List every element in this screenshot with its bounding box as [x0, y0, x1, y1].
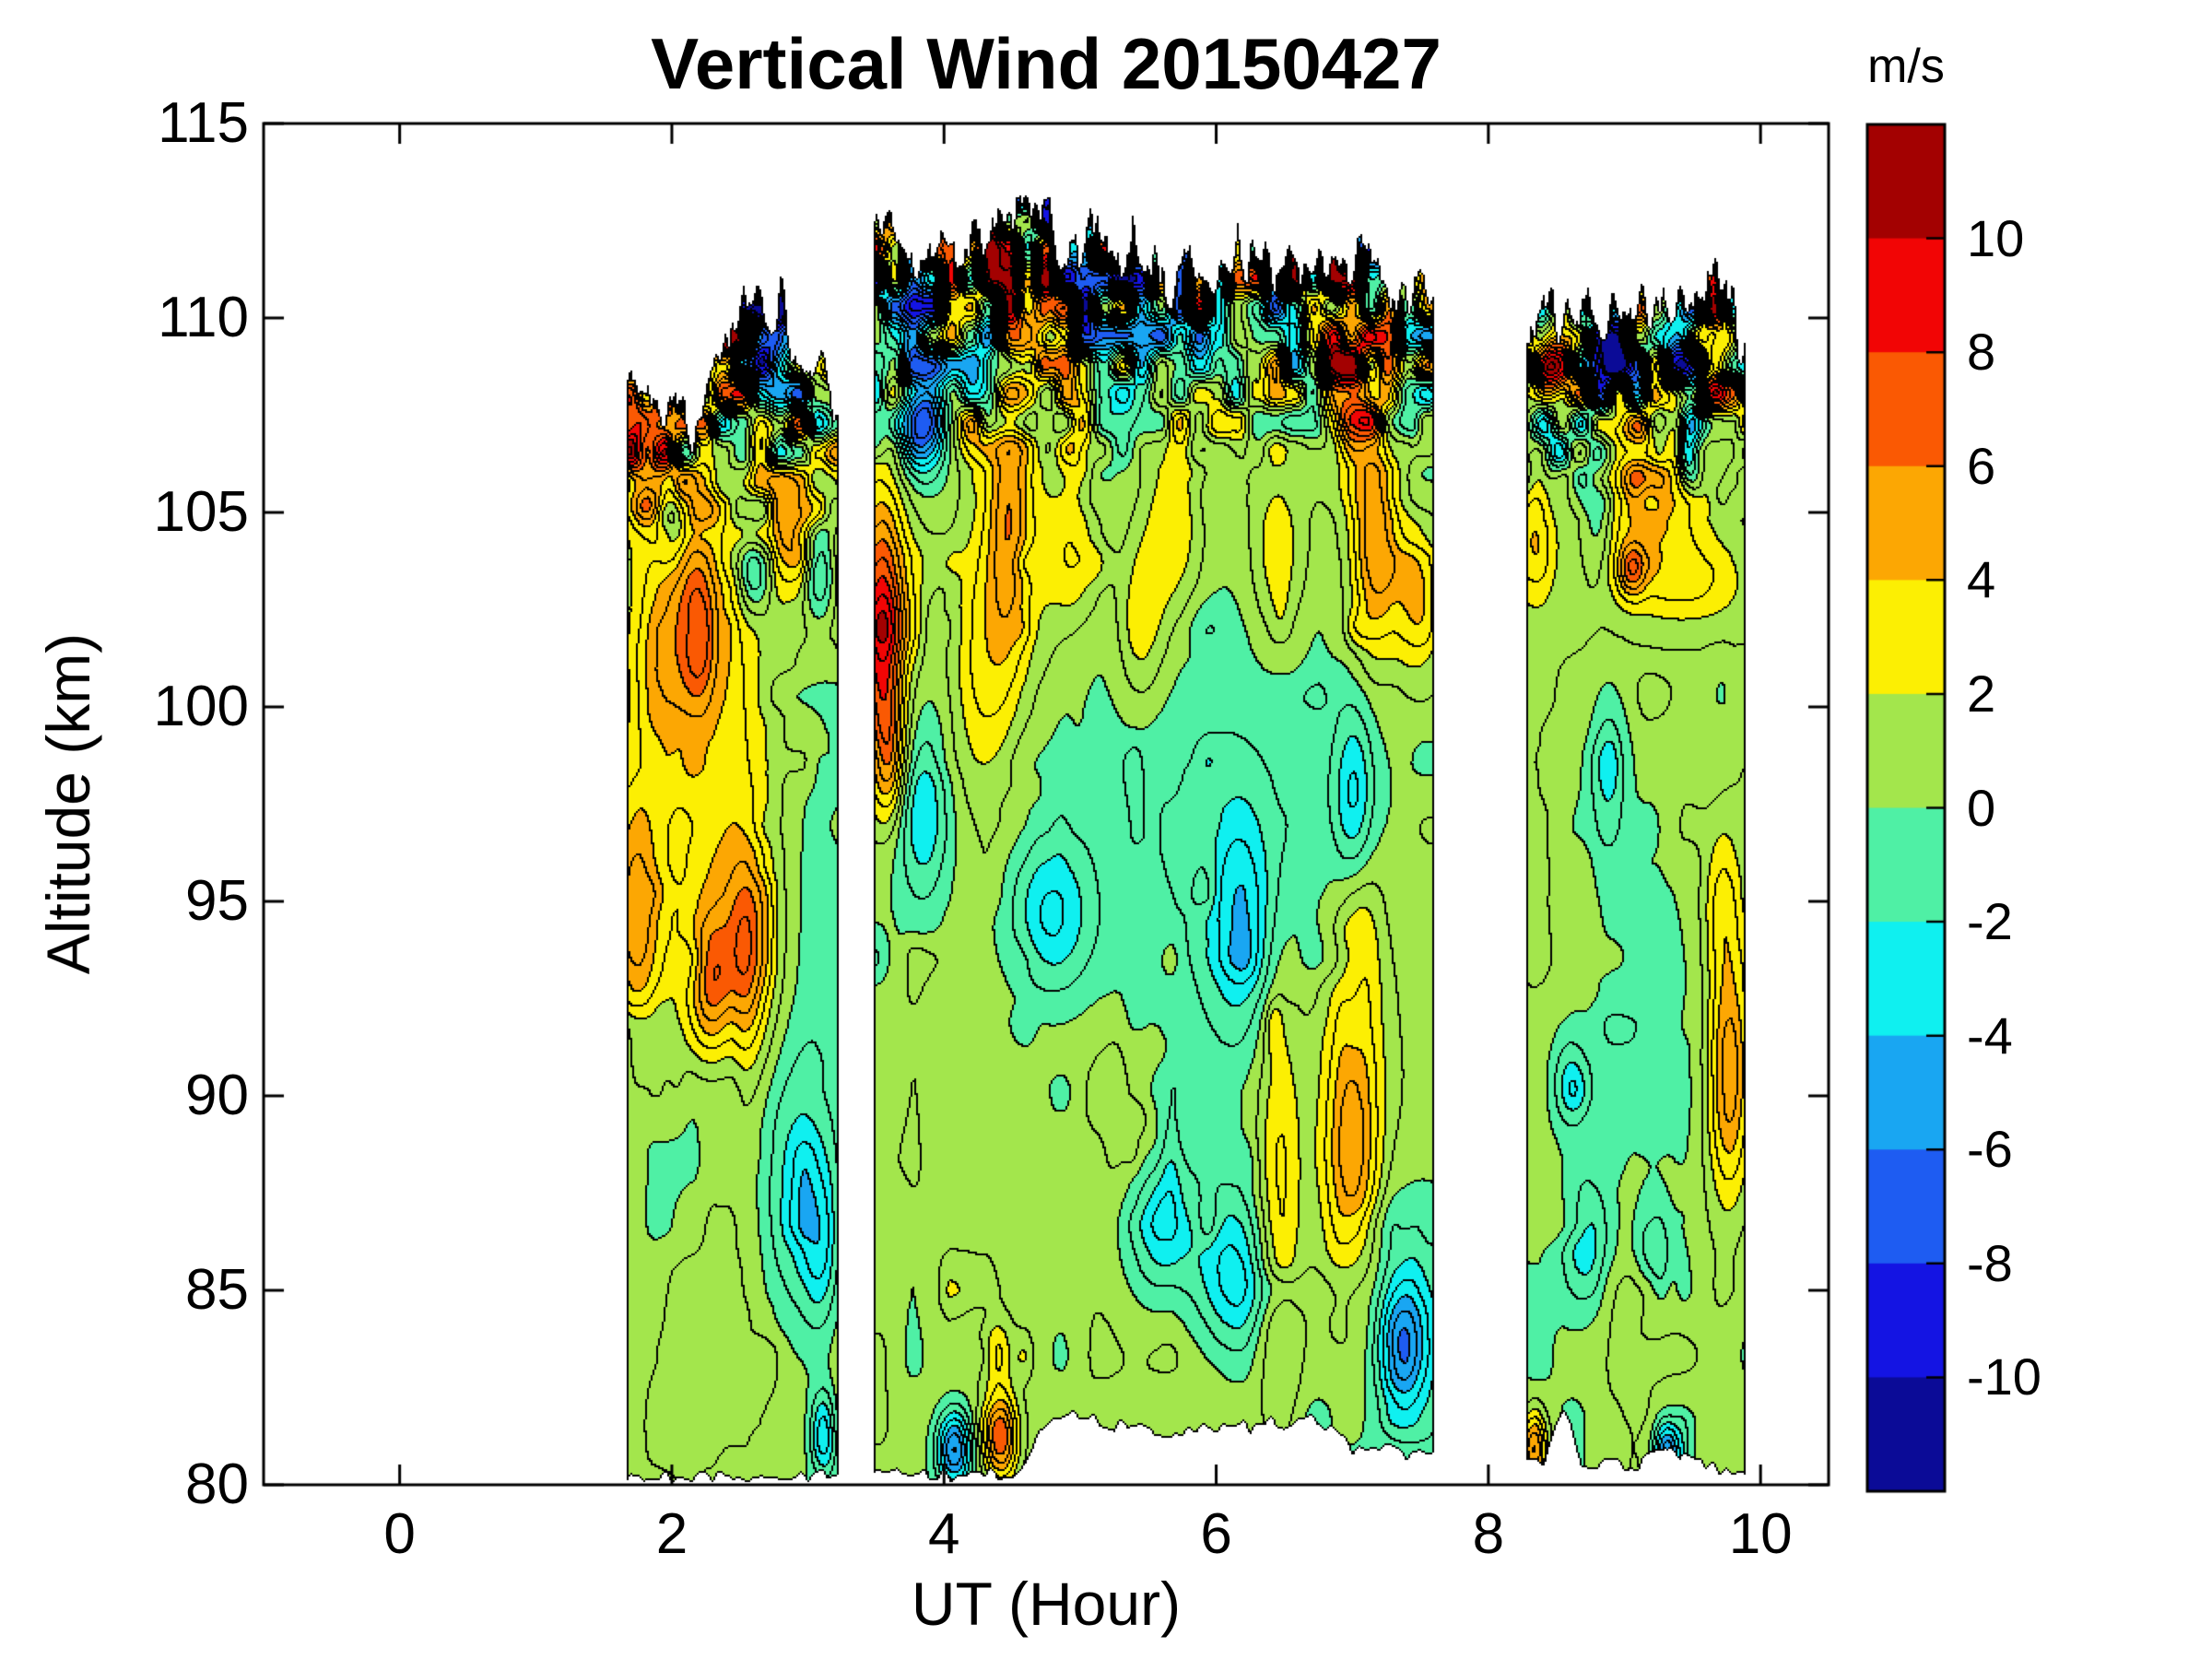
- y-tick-label-110: 110: [158, 286, 249, 349]
- colorbar-tick-label-6: 6: [1967, 436, 1996, 495]
- y-tick-label-100: 100: [153, 675, 249, 738]
- colorbar-tick-label--6: -6: [1967, 1120, 2013, 1179]
- y-tick-label-90: 90: [185, 1064, 249, 1127]
- x-tick-label-8: 8: [1472, 1502, 1505, 1566]
- x-tick-label-2: 2: [655, 1502, 688, 1566]
- colorbar-tick-label--10: -10: [1967, 1347, 2041, 1406]
- colorbar-unit-label: m/s: [1867, 40, 1945, 93]
- y-tick-label-85: 85: [185, 1258, 249, 1322]
- colorbar-tick-label-0: 0: [1967, 778, 1996, 837]
- colorbar-tick-label-8: 8: [1967, 323, 1996, 382]
- colorbar-tick-label--8: -8: [1967, 1233, 2013, 1292]
- colorbar-tick-label--2: -2: [1967, 892, 2013, 951]
- chart-title: Vertical Wind 20150427: [651, 23, 1441, 104]
- colorbar-tick-label--4: -4: [1967, 1006, 2013, 1065]
- x-tick-label-10: 10: [1728, 1502, 1793, 1566]
- x-axis-label: UT (Hour): [911, 1570, 1182, 1638]
- y-tick-label-105: 105: [153, 480, 249, 544]
- x-tick-label-4: 4: [928, 1502, 960, 1566]
- y-tick-label-80: 80: [185, 1453, 249, 1516]
- y-tick-label-115: 115: [158, 91, 249, 155]
- x-tick-label-6: 6: [1200, 1502, 1232, 1566]
- colorbar-tick-label-2: 2: [1967, 664, 1996, 723]
- colorbar-tick-label-10: 10: [1967, 208, 2025, 267]
- y-tick-label-95: 95: [185, 869, 249, 933]
- colorbar-tick-label-4: 4: [1967, 550, 1996, 609]
- x-tick-label-0: 0: [383, 1502, 416, 1566]
